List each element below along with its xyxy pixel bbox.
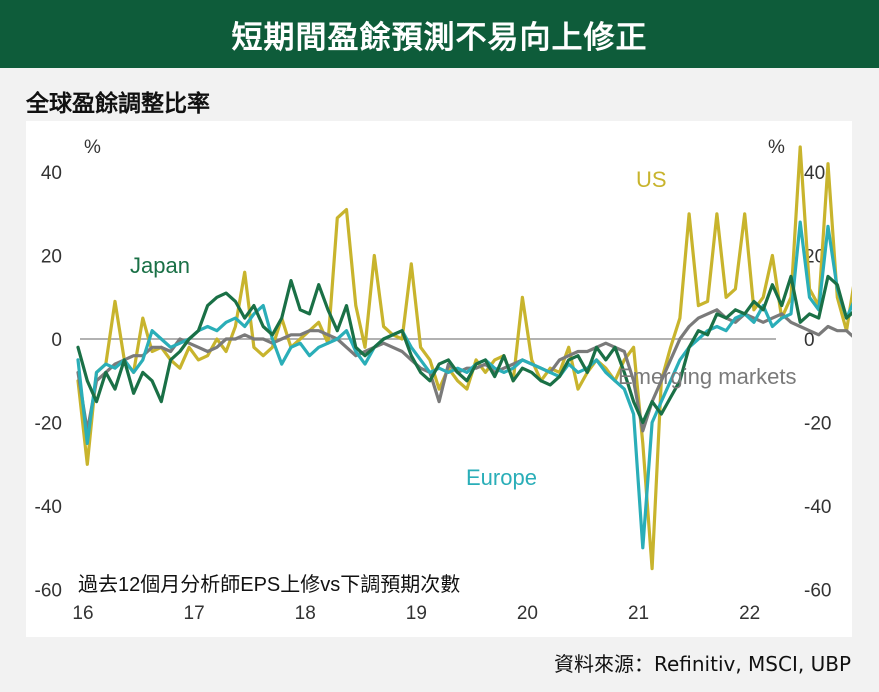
x-tick-label: 18 xyxy=(295,603,316,624)
chart-subtitle: 全球盈餘調整比率 xyxy=(26,91,210,117)
x-tick-label: 20 xyxy=(517,603,538,624)
series-line-us xyxy=(76,145,879,571)
chart-panel: 40 40 20 20 0 0 -20 -20 -40 -40 -60 -60 16 17 18 19 20 21… xyxy=(26,121,879,637)
y-tick-label-right: 40 xyxy=(804,163,825,184)
x-tick-label: 22 xyxy=(739,603,760,624)
y-tick-label-left: 20 xyxy=(41,247,62,268)
header-banner: 短期間盈餘預測不易向上修正 xyxy=(0,0,879,68)
y-unit-right: % xyxy=(768,137,785,158)
y-tick-label-right: -60 xyxy=(804,581,831,602)
source-note: 資料來源：Refinitiv, MSCI, UBP xyxy=(553,652,851,676)
y-tick-label-right: 0 xyxy=(804,330,815,351)
series-label-us: US xyxy=(636,167,667,192)
x-tick-label: 19 xyxy=(406,603,427,624)
y-unit-left: % xyxy=(84,137,101,158)
x-tick-label: 17 xyxy=(184,603,205,624)
series-label-emerging-markets: Emerging markets xyxy=(618,364,797,389)
y-tick-label-right: -40 xyxy=(804,497,831,518)
y-tick-label-left: -60 xyxy=(35,581,62,602)
y-tick-label-left: -20 xyxy=(35,414,62,435)
y-tick-label-left: 40 xyxy=(41,163,62,184)
header-title: 短期間盈餘預測不易向上修正 xyxy=(231,19,648,56)
x-tick-label: 21 xyxy=(628,603,649,624)
chart-note: 過去12個月分析師EPS上修vs下調預期次數 xyxy=(78,573,460,596)
series-line-japan xyxy=(76,274,879,425)
y-tick-label-right: -20 xyxy=(804,414,831,435)
y-tick-label-left: -40 xyxy=(35,497,62,518)
y-tick-label-left: 0 xyxy=(51,330,62,351)
series-label-japan: Japan xyxy=(130,253,190,278)
x-tick-label: 16 xyxy=(72,603,93,624)
series-label-europe: Europe xyxy=(466,465,537,490)
